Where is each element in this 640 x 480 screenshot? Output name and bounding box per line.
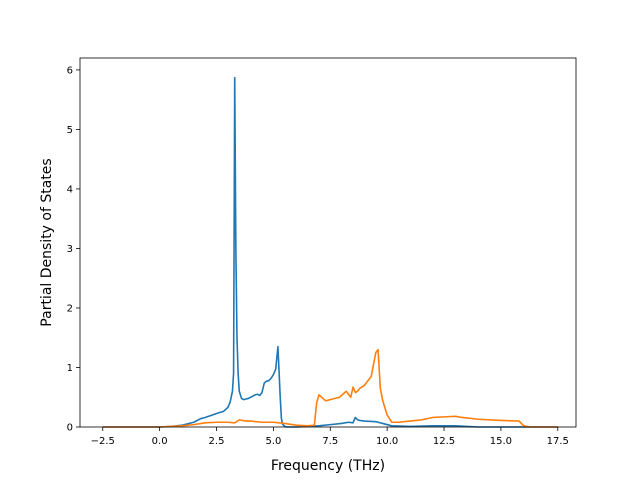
x-tick-label: 7.5 — [322, 436, 338, 447]
plot-frame — [79, 57, 577, 428]
x-tick-label: 0.0 — [152, 436, 168, 447]
x-tick-label: 17.5 — [547, 436, 569, 447]
x-tick-label: 5.0 — [265, 436, 281, 447]
series-layer — [102, 76, 558, 428]
x-tick-label: 15.0 — [490, 436, 512, 447]
x-axis-label: Frequency (THz) — [271, 458, 385, 474]
y-axis-label: Partial Density of States — [39, 158, 55, 326]
x-tick-label: −2.5 — [91, 436, 115, 447]
y-tick-label: 1 — [67, 363, 73, 374]
y-tick-label: 4 — [67, 184, 73, 195]
x-tick-label: 12.5 — [433, 436, 455, 447]
x-ticks: −2.5 0.0 2.5 5.0 7.5 10.0 12.5 15.0 17.5 — [91, 427, 569, 447]
x-tick-label: 2.5 — [209, 436, 225, 447]
y-ticks: 0 1 2 3 4 5 6 — [67, 65, 80, 434]
x-tick-label: 10.0 — [376, 436, 398, 447]
series-line-2 — [102, 348, 558, 428]
y-tick-label: 3 — [67, 244, 73, 255]
y-tick-label: 6 — [67, 65, 73, 76]
y-tick-label: 0 — [67, 423, 73, 434]
y-tick-label: 5 — [67, 125, 73, 136]
y-tick-label: 2 — [67, 303, 73, 314]
series-line-1 — [102, 76, 558, 428]
